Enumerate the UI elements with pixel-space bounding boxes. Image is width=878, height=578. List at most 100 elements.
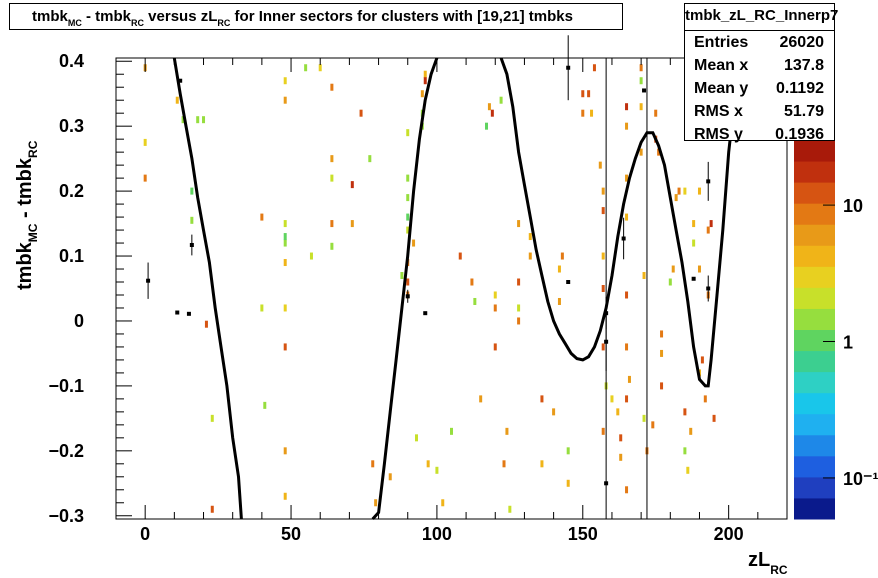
colorbar-tick-label: 10⁻¹ xyxy=(843,469,878,489)
heatmap-cell xyxy=(517,220,521,228)
colorbar-segment xyxy=(794,245,835,267)
heatmap-cell xyxy=(619,453,623,461)
heatmap-cell xyxy=(263,401,267,409)
heatmap-cell xyxy=(499,96,503,104)
heatmap-cell xyxy=(654,109,658,117)
heatmap-cell xyxy=(505,427,509,435)
heatmap-cell xyxy=(304,64,308,72)
heatmap-cell xyxy=(412,239,416,247)
profile-marker xyxy=(642,88,647,93)
heatmap-cell xyxy=(683,408,687,416)
profile-marker xyxy=(604,339,609,344)
heatmap-cell xyxy=(566,447,570,455)
heatmap-cell xyxy=(642,414,646,422)
heatmap-cell xyxy=(689,427,693,435)
heatmap-cell xyxy=(406,226,410,234)
heatmap-cell xyxy=(330,220,334,228)
stats-row-rms-x: RMS x 51.79 xyxy=(685,100,834,123)
stats-title: tmbk_zL_RC_Innerp7 xyxy=(685,4,838,31)
heatmap-cell xyxy=(458,252,462,260)
heatmap-cell xyxy=(683,187,687,195)
heatmap-cell xyxy=(557,265,561,273)
heatmap-cell xyxy=(677,187,681,195)
heatmap-cell xyxy=(674,194,678,202)
y-axis-ticks: −0.3 −0.2 −0.1 0 0.1 0.2 0.3 0.4 xyxy=(48,51,132,526)
heatmap-cell xyxy=(435,466,439,474)
ylabel-sub-1: MC xyxy=(26,223,40,243)
colorbar-segment xyxy=(794,455,835,478)
x-tick-label: 0 xyxy=(140,524,150,544)
heatmap-cell xyxy=(517,278,521,286)
heatmap-cell xyxy=(557,297,561,305)
profile-marker xyxy=(621,236,626,241)
heatmap-cells xyxy=(143,64,716,513)
y-tick-label: −0.3 xyxy=(48,506,84,526)
heatmap-cell xyxy=(441,499,445,507)
heatmap-cell xyxy=(283,492,287,500)
colorbar-segment xyxy=(794,182,835,204)
heatmap-cell xyxy=(668,278,672,286)
heatmap-cell xyxy=(619,434,623,442)
heatmap-cell xyxy=(371,460,375,468)
heatmap-cell xyxy=(697,265,701,273)
y-tick-label: −0.2 xyxy=(48,441,84,461)
stats-row-mean-x: Mean x 137.8 xyxy=(685,54,834,77)
heatmap-cell xyxy=(423,77,427,85)
heatmap-cell xyxy=(625,174,629,182)
y-axis-label: tmbkMC - tmbkRC xyxy=(14,141,40,290)
heatmap-cell xyxy=(540,460,544,468)
y-tick-label: −0.1 xyxy=(48,376,84,396)
heatmap-cell xyxy=(420,90,424,98)
title-sub-3: RC xyxy=(217,18,231,28)
heatmap-cell xyxy=(660,382,664,390)
plot-frame xyxy=(115,57,788,520)
heatmap-cell xyxy=(508,505,512,513)
heatmap-cell xyxy=(601,285,605,292)
title-part-1: tmbk xyxy=(32,8,68,25)
colorbar-tick-label: 10 xyxy=(843,196,863,216)
heatmap-cell xyxy=(283,239,287,247)
title-part-2: - tmbk xyxy=(81,8,132,25)
heatmap-cell xyxy=(470,278,474,286)
ylabel-sub-2: RC xyxy=(26,140,40,158)
heatmap-cell xyxy=(493,304,497,312)
heatmap-cell xyxy=(479,395,483,403)
stats-label: RMS y xyxy=(694,126,743,143)
heatmap-cell xyxy=(566,479,570,487)
heatmap-cell xyxy=(414,434,418,442)
heatmap-cell xyxy=(260,213,264,221)
colorbar-segment xyxy=(794,371,835,394)
y-tick-label: 0 xyxy=(74,311,84,331)
profile-marker xyxy=(691,276,696,281)
profile-marker xyxy=(189,242,194,247)
heatmap-cell xyxy=(642,272,646,280)
stats-value: 51.79 xyxy=(783,103,824,120)
stats-label: Mean x xyxy=(694,57,749,74)
stats-row-entries: Entries 26020 xyxy=(685,31,834,54)
ylabel-part-2: - tmbk xyxy=(14,157,36,224)
xlabel-part-1: zL xyxy=(748,549,771,571)
heatmap-cell xyxy=(283,220,287,228)
stats-box: tmbk_zL_RC_Innerp7 Entries 26020 Mean x 13… xyxy=(684,3,838,143)
heatmap-cell xyxy=(196,116,200,124)
stats-value: 0.1936 xyxy=(775,126,824,143)
profile-marker xyxy=(175,310,180,315)
heatmap-cell xyxy=(616,408,620,416)
heatmap-cell xyxy=(309,252,313,260)
heatmap-cell xyxy=(610,395,614,403)
colorbar: 10⁻¹ 1 10 xyxy=(794,140,878,520)
heatmap-cell xyxy=(330,83,334,91)
heatmap-cell xyxy=(692,239,696,247)
heatmap-cell xyxy=(406,278,410,286)
heatmap-cell xyxy=(330,174,334,182)
heatmap-cell xyxy=(683,447,687,455)
fit-curve-segment xyxy=(499,57,742,388)
heatmap-cell xyxy=(601,207,605,215)
heatmap-cell xyxy=(671,265,675,273)
heatmap-cell xyxy=(190,216,194,224)
heatmap-cell xyxy=(283,233,287,241)
heatmap-cell xyxy=(181,116,185,124)
heatmap-cell xyxy=(350,181,354,189)
heatmap-cell xyxy=(590,109,594,117)
